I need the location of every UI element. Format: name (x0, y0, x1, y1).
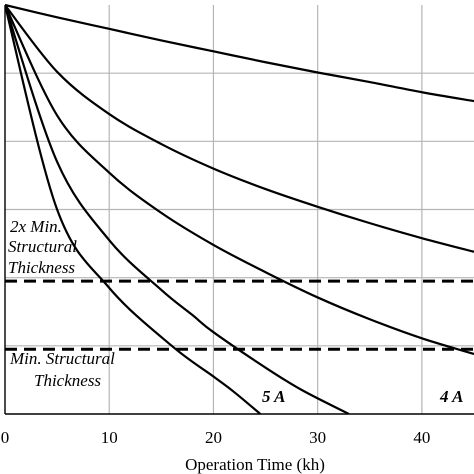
annotation-2x-min-line2: Structural (8, 237, 77, 256)
annotation-min-line1: Min. Structural (9, 349, 115, 368)
plot-frame (4, 5, 474, 415)
x-tick-labels: 0 10 20 30 40 (1, 428, 431, 447)
series-line-2 (5, 4, 474, 356)
x-tick-label: 10 (101, 428, 118, 447)
reference-lines (5, 279, 474, 351)
x-axis-title: Operation Time (kh) (185, 455, 325, 474)
annotation-min-line2: Thickness (34, 371, 101, 390)
series-line-0 (5, 3, 474, 103)
x-tick-label: 20 (205, 428, 222, 447)
x-tick-label: 40 (413, 428, 430, 447)
annotation-2x-min-line3: Thickness (8, 258, 75, 277)
series-line-3 (5, 4, 350, 414)
x-tick-label: 30 (309, 428, 326, 447)
series-line-4 (5, 4, 262, 414)
series-line-1 (5, 4, 474, 253)
annotation-2x-min-line1: 2x Min. (10, 217, 62, 236)
x-tick-label: 0 (1, 428, 10, 447)
curves (5, 3, 474, 414)
curve-label-4a: 4 A (439, 387, 463, 406)
curve-label-5a: 5 A (262, 387, 285, 406)
